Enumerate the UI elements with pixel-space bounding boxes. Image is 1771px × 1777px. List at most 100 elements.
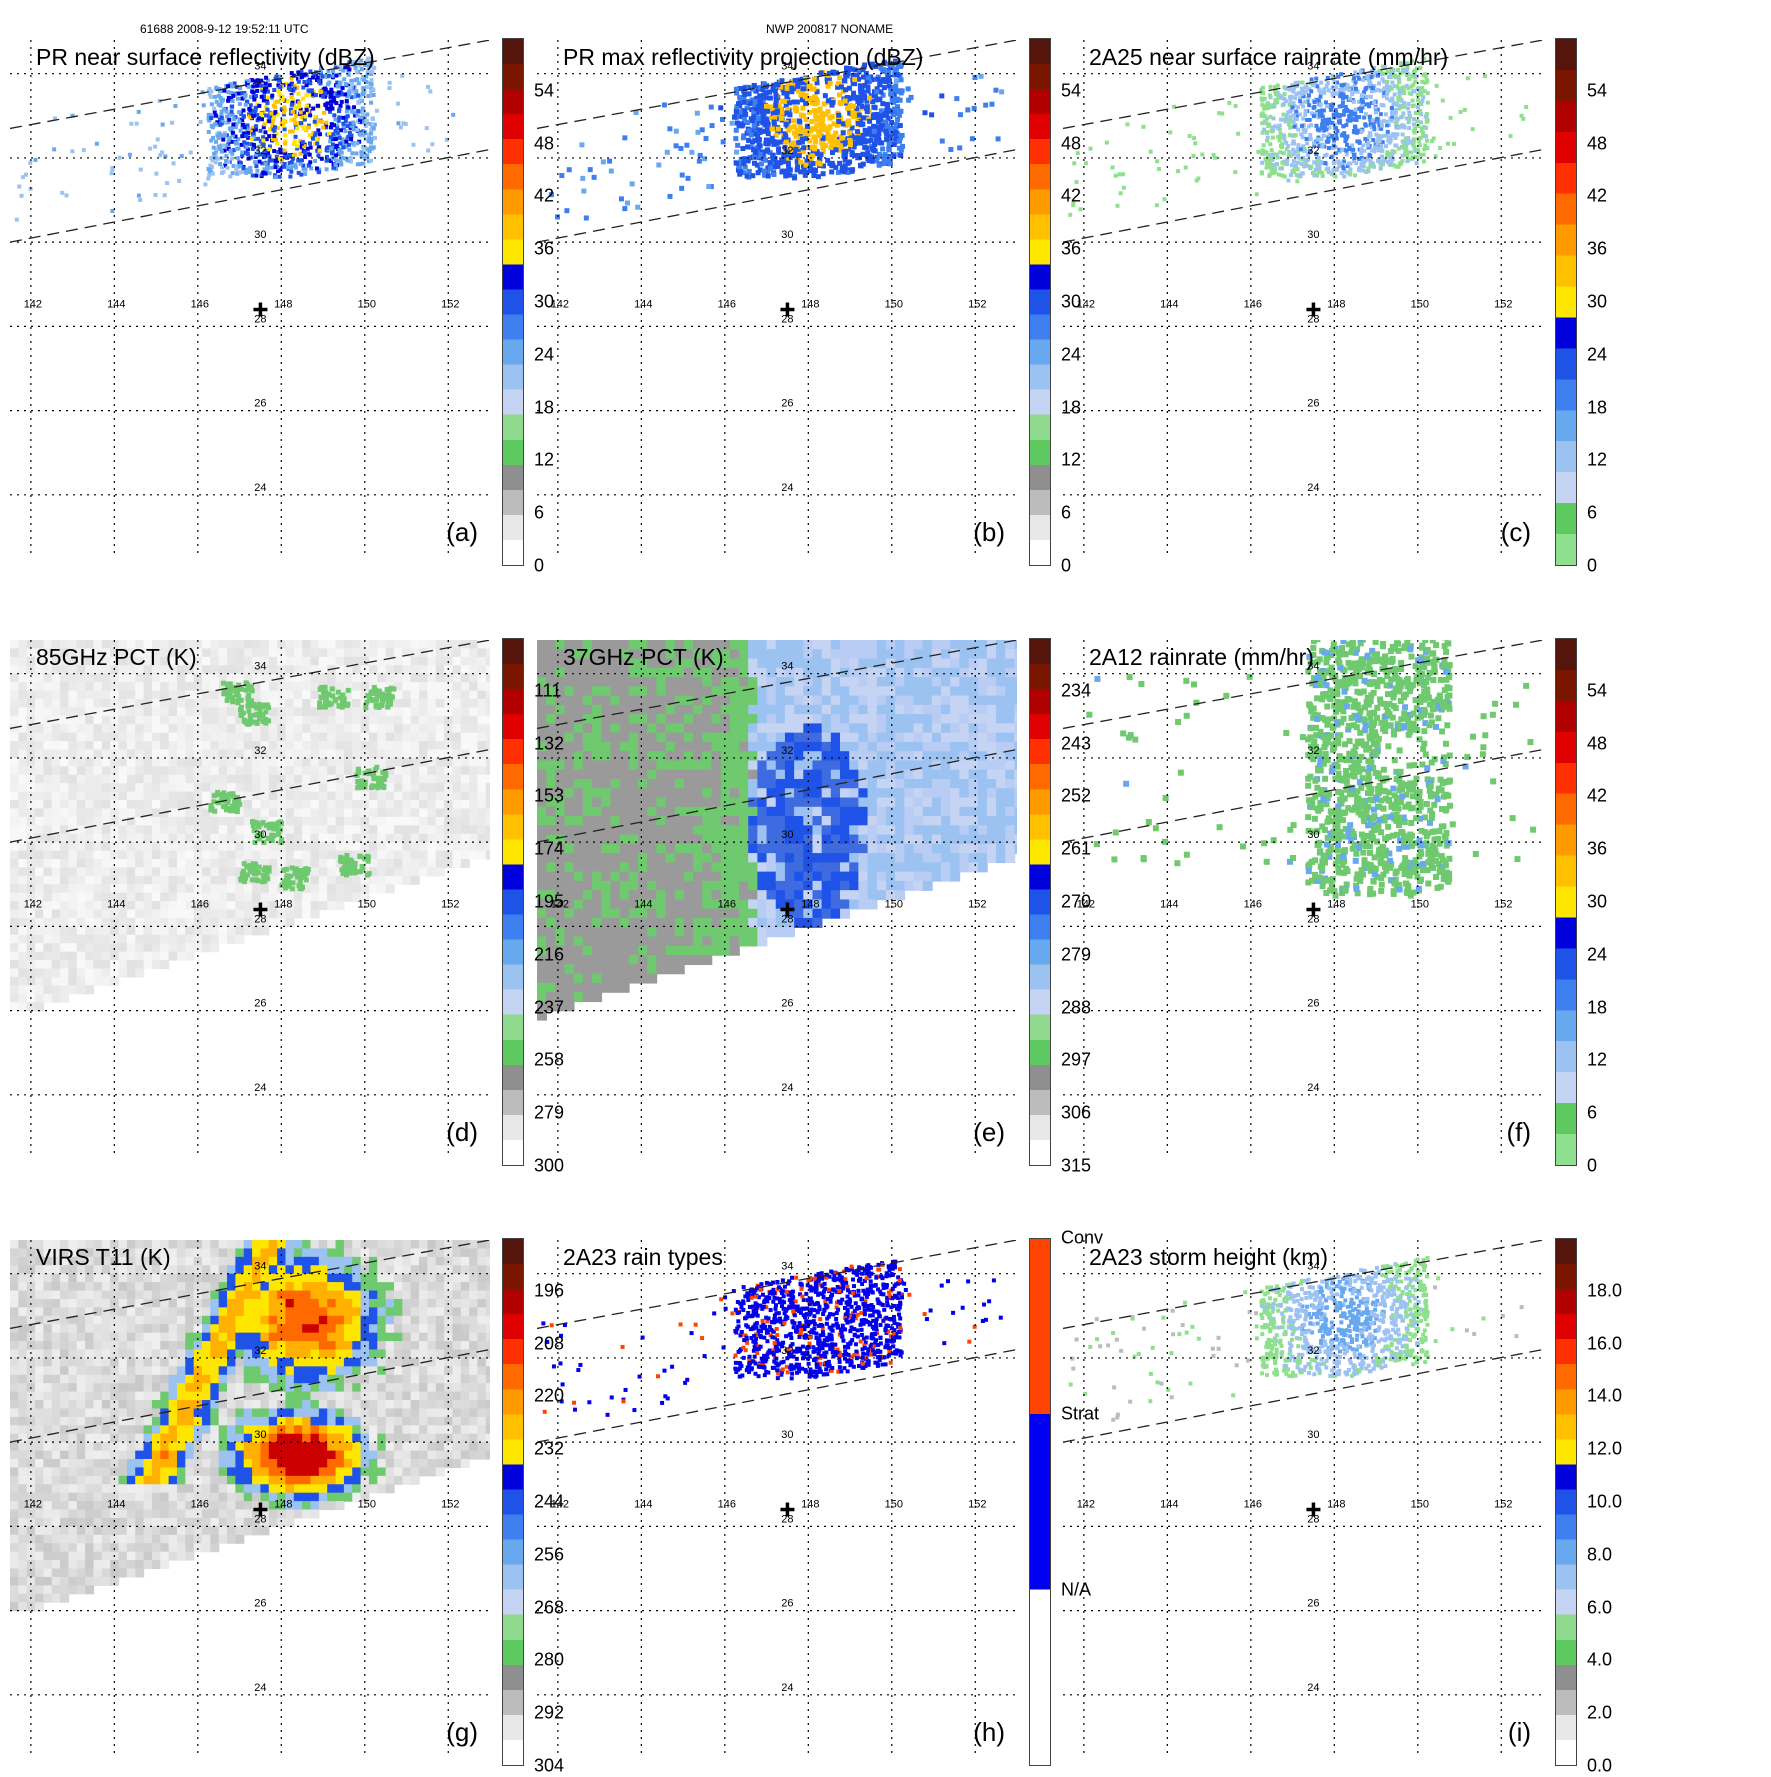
data-cell [1273, 171, 1277, 175]
data-cell [194, 834, 203, 843]
data-cell [227, 935, 236, 944]
data-cell [1372, 100, 1376, 104]
data-cell [909, 95, 914, 100]
data-cell [285, 724, 294, 733]
data-cell [135, 834, 144, 843]
data-cell [227, 724, 236, 733]
data-cell [169, 943, 178, 952]
data-cell [285, 800, 294, 809]
data-cell [210, 825, 219, 834]
data-cell [1359, 109, 1363, 113]
data-cell [340, 100, 344, 104]
data-cell [177, 749, 186, 758]
data-cell [745, 144, 750, 149]
data-cell [241, 108, 245, 112]
data-cell [230, 157, 234, 161]
data-cell [370, 82, 374, 86]
data-cell [144, 910, 153, 919]
data-cell [127, 758, 136, 767]
data-cell [328, 107, 332, 111]
data-cell [276, 89, 280, 93]
data-cell [770, 126, 775, 131]
data-cell [252, 775, 261, 784]
data-cell [244, 884, 253, 893]
data-cell [785, 86, 790, 91]
data-cell [674, 129, 679, 134]
data-cell [102, 952, 111, 961]
data-cell [1319, 95, 1323, 99]
data-cell [1276, 126, 1280, 130]
data-cell [18, 674, 27, 683]
data-cell [10, 716, 19, 725]
data-cell [252, 926, 261, 935]
data-cell [706, 184, 711, 189]
data-cell [341, 86, 345, 90]
data-cell [93, 707, 102, 716]
data-cell [194, 943, 203, 952]
data-cell [344, 792, 353, 801]
data-cell [1269, 103, 1273, 107]
data-cell [319, 893, 328, 902]
data-cell [278, 147, 282, 151]
data-cell [294, 665, 303, 674]
data-cell [1393, 143, 1397, 147]
data-cell [311, 800, 320, 809]
data-cell [60, 943, 69, 952]
data-cell [202, 783, 211, 792]
data-cell [285, 716, 294, 725]
data-cell [319, 674, 328, 683]
data-cell [244, 741, 253, 750]
data-cell [231, 131, 235, 135]
data-cell [60, 191, 64, 195]
data-cell [730, 121, 735, 126]
data-cell [311, 817, 320, 826]
data-cell [135, 707, 144, 716]
data-cell [27, 775, 36, 784]
data-cell [308, 153, 312, 157]
panel-letter-a: (a) [446, 517, 478, 548]
data-cell [85, 749, 94, 758]
data-cell [1283, 97, 1287, 101]
data-cell [244, 640, 253, 649]
data-cell [210, 766, 219, 775]
data-cell [865, 156, 870, 161]
data-cell [265, 108, 269, 112]
data-cell [127, 716, 136, 725]
data-cell [18, 817, 27, 826]
data-cell [60, 851, 69, 860]
panel-title-a: PR near surface reflectivity (dBZ) [36, 44, 375, 71]
data-cell [311, 834, 320, 843]
data-cell [319, 758, 328, 767]
data-cell [18, 952, 27, 961]
data-cell [1342, 134, 1346, 138]
data-cell [771, 153, 776, 158]
data-cell [320, 75, 324, 79]
data-cell [1276, 96, 1280, 100]
data-cell [60, 741, 69, 750]
data-cell [35, 691, 44, 700]
data-cell [177, 800, 186, 809]
data-cell [897, 139, 902, 144]
data-cell [102, 775, 111, 784]
lon-tick-label: 150 [358, 298, 376, 310]
data-cell [119, 783, 128, 792]
data-cell [808, 155, 813, 160]
data-cell [256, 137, 260, 141]
data-cell [333, 117, 337, 121]
data-cell [185, 851, 194, 860]
data-cell [202, 834, 211, 843]
data-cell [291, 110, 295, 114]
data-cell [1184, 166, 1188, 170]
data-cell [35, 842, 44, 851]
data-cell [210, 741, 219, 750]
data-cell [1338, 88, 1342, 92]
data-cell [1402, 147, 1406, 151]
data-cell [185, 808, 194, 817]
data-cell [43, 901, 52, 910]
data-cell [1509, 134, 1513, 138]
data-cell [818, 161, 823, 166]
data-cell [244, 733, 253, 742]
data-cell [119, 952, 128, 961]
data-cell [1340, 171, 1344, 175]
data-cell [269, 800, 278, 809]
